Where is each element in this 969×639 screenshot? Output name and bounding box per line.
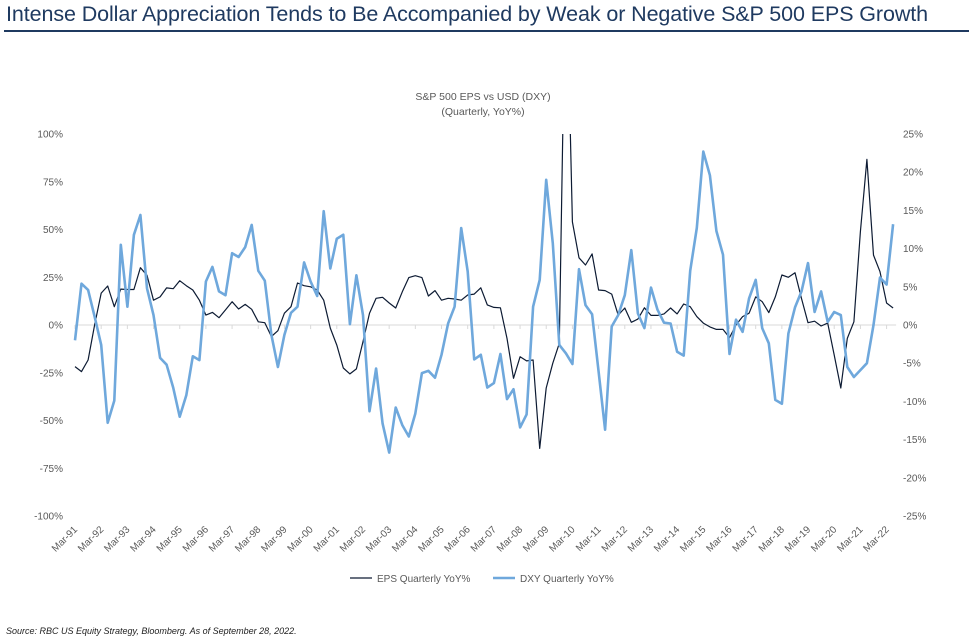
y-right-tick-label: 10% — [903, 244, 923, 255]
axes: 100% 75% 50% 25% 0% -25% -50% -75% -100% 25% 20% 15… — [34, 130, 926, 555]
legend: EPS Quarterly YoY% DXY Quarterly YoY% — [350, 574, 614, 585]
y-right-tick-label: 5% — [903, 282, 918, 293]
y-right-tick-label: -5% — [903, 359, 921, 370]
y-right-tick-label: -10% — [903, 397, 926, 408]
x-tick-label: Mar-00 — [286, 524, 316, 554]
y-right-tick-label: -15% — [903, 435, 926, 446]
x-tick-label: Mar-13 — [626, 524, 656, 554]
x-tick-label: Mar-01 — [312, 524, 342, 554]
dxy-series-line — [73, 150, 895, 454]
x-tick-label: Mar-91 — [50, 524, 80, 554]
legend-label-dxy: DXY Quarterly YoY% — [520, 574, 614, 585]
y-right-tick-label: 25% — [903, 130, 923, 141]
y-right-tick-label: 0% — [903, 321, 918, 332]
x-tick-label: Mar-12 — [600, 524, 630, 554]
y-left-tick-label: 50% — [43, 225, 63, 236]
x-tick-label: Mar-18 — [757, 524, 787, 554]
x-tick-label: Mar-02 — [338, 524, 368, 554]
chart-title: S&P 500 EPS vs USD (DXY) — [415, 91, 550, 103]
y-left-tick-label: -75% — [40, 464, 63, 475]
x-tick-label: Mar-08 — [495, 524, 525, 554]
x-tick-label: Mar-93 — [102, 524, 132, 554]
x-tick-label: Mar-09 — [521, 524, 551, 554]
y-left-tick-label: 75% — [43, 177, 63, 188]
y-left-tick-label: 25% — [43, 273, 63, 284]
x-tick-label: Mar-06 — [443, 524, 473, 554]
y-left-tick-label: 100% — [37, 130, 63, 141]
x-tick-label: Mar-92 — [76, 524, 106, 554]
y-left-tick-label: -25% — [40, 368, 63, 379]
source-note: Source: RBC US Equity Strategy, Bloomber… — [6, 626, 297, 636]
title-divider — [4, 30, 969, 32]
x-tick-label: Mar-17 — [731, 524, 761, 554]
y-right-tick-label: -20% — [903, 473, 926, 484]
x-tick-label: Mar-14 — [652, 524, 682, 554]
x-tick-label: Mar-05 — [416, 524, 446, 554]
page-title: Intense Dollar Appreciation Tends to Be … — [6, 2, 929, 26]
x-tick-label: Mar-95 — [155, 524, 185, 554]
chart-subtitle: (Quarterly, YoY%) — [441, 106, 524, 118]
y-left-tick-label: 0% — [49, 321, 64, 332]
x-tick-label: Mar-98 — [233, 524, 263, 554]
x-tick-label: Mar-97 — [207, 524, 237, 554]
y-right-tick-label: 20% — [903, 168, 923, 179]
x-tick-label: Mar-04 — [390, 524, 420, 554]
x-tick-label: Mar-96 — [181, 524, 211, 554]
x-tick-label: Mar-19 — [783, 524, 813, 554]
x-tick-label: Mar-22 — [862, 524, 892, 554]
x-tick-label: Mar-11 — [574, 524, 604, 554]
x-tick-label: Mar-10 — [547, 524, 577, 554]
x-tick-label: Mar-99 — [259, 524, 289, 554]
x-tick-label: Mar-03 — [364, 524, 394, 554]
x-tick-label: Mar-16 — [704, 524, 734, 554]
x-tick-label: Mar-21 — [835, 524, 865, 554]
y-left-tick-label: -50% — [40, 416, 63, 427]
eps-series-line — [74, 134, 894, 449]
y-left-tick-label: -100% — [34, 512, 63, 523]
y-right-tick-label: 15% — [903, 206, 923, 217]
y-right-tick-label: -25% — [903, 512, 926, 523]
plot-area — [73, 134, 895, 454]
x-tick-label: Mar-15 — [678, 524, 708, 554]
x-tick-label: Mar-20 — [809, 524, 839, 554]
x-tick-label: Mar-07 — [469, 524, 499, 554]
x-tick-label: Mar-94 — [128, 524, 158, 554]
legend-label-eps: EPS Quarterly YoY% — [377, 574, 470, 585]
